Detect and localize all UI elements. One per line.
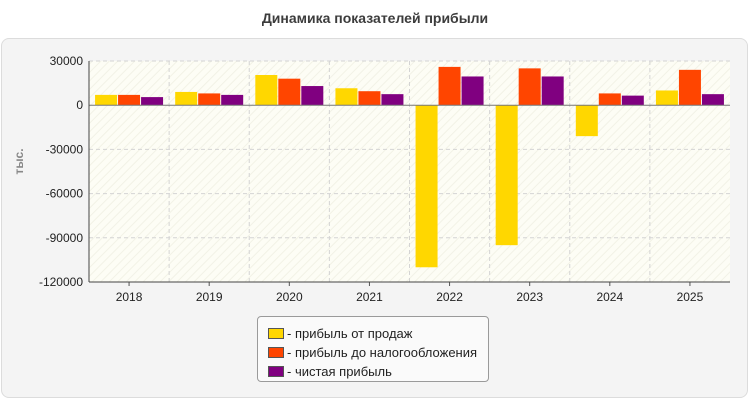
- y-tick-label: 0: [76, 98, 83, 112]
- bar-2023-series-3: [541, 76, 564, 106]
- x-tick-label: 2020: [276, 290, 303, 304]
- legend-label: - чистая прибыль: [287, 364, 392, 379]
- legend-item: - прибыль от продаж: [268, 324, 488, 343]
- legend: - прибыль от продаж - прибыль до налогооб…: [257, 316, 489, 382]
- y-tick-label: 30000: [50, 54, 84, 68]
- x-tick-label: 2024: [596, 290, 623, 304]
- bar-2018-series-1: [95, 94, 118, 106]
- bar-group: [95, 66, 724, 268]
- x-tick-label: 2019: [196, 290, 223, 304]
- bar-2020-series-3: [301, 86, 324, 106]
- bar-2023-series-1: [495, 105, 518, 246]
- legend-label: - прибыль от продаж: [287, 326, 413, 341]
- bar-2022-series-3: [461, 76, 484, 106]
- y-tick-label: -60000: [46, 187, 84, 201]
- bar-2024-series-2: [598, 93, 621, 106]
- bar-2025-series-1: [655, 90, 678, 106]
- bar-2019-series-2: [198, 93, 221, 106]
- x-tick-label: 2021: [356, 290, 383, 304]
- bar-2019-series-3: [221, 94, 244, 106]
- bar-2025-series-2: [678, 69, 701, 106]
- legend-item: - чистая прибыль: [268, 362, 488, 381]
- bar-2021-series-2: [358, 91, 381, 106]
- legend-swatch: [268, 347, 284, 358]
- bar-2024-series-1: [575, 105, 598, 137]
- legend-swatch: [268, 366, 284, 377]
- x-tick-label: 2018: [116, 290, 143, 304]
- chart-title: Динамика показателей прибыли: [261, 10, 489, 26]
- bar-2025-series-3: [701, 94, 724, 106]
- axes: 30000 0 -30000 -60000 -90000 -120000 2018 2019 2…: [39, 54, 730, 304]
- bar-2020-series-1: [255, 74, 278, 106]
- y-tick-label: -120000: [39, 275, 83, 289]
- bar-2019-series-1: [175, 91, 198, 106]
- x-tick-label: 2025: [677, 290, 704, 304]
- bar-2021-series-3: [381, 94, 404, 106]
- x-tick-label: 2023: [516, 290, 543, 304]
- legend-swatch: [268, 328, 284, 339]
- x-tick-label: 2022: [436, 290, 463, 304]
- bar-2022-series-2: [438, 66, 461, 106]
- y-axis-label: тыс.: [12, 148, 26, 174]
- bar-2020-series-2: [278, 78, 301, 106]
- legend-label: - прибыль до налогообложения: [287, 345, 478, 360]
- bar-2018-series-3: [141, 97, 164, 106]
- y-tick-label: -90000: [46, 231, 84, 245]
- y-tick-label: -30000: [46, 142, 84, 156]
- bar-2024-series-3: [621, 95, 644, 106]
- legend-item: - прибыль до налогообложения: [268, 343, 488, 362]
- bar-2023-series-2: [518, 68, 541, 106]
- bar-2018-series-2: [118, 94, 141, 106]
- bar-2022-series-1: [415, 105, 438, 268]
- bar-2021-series-1: [335, 88, 358, 106]
